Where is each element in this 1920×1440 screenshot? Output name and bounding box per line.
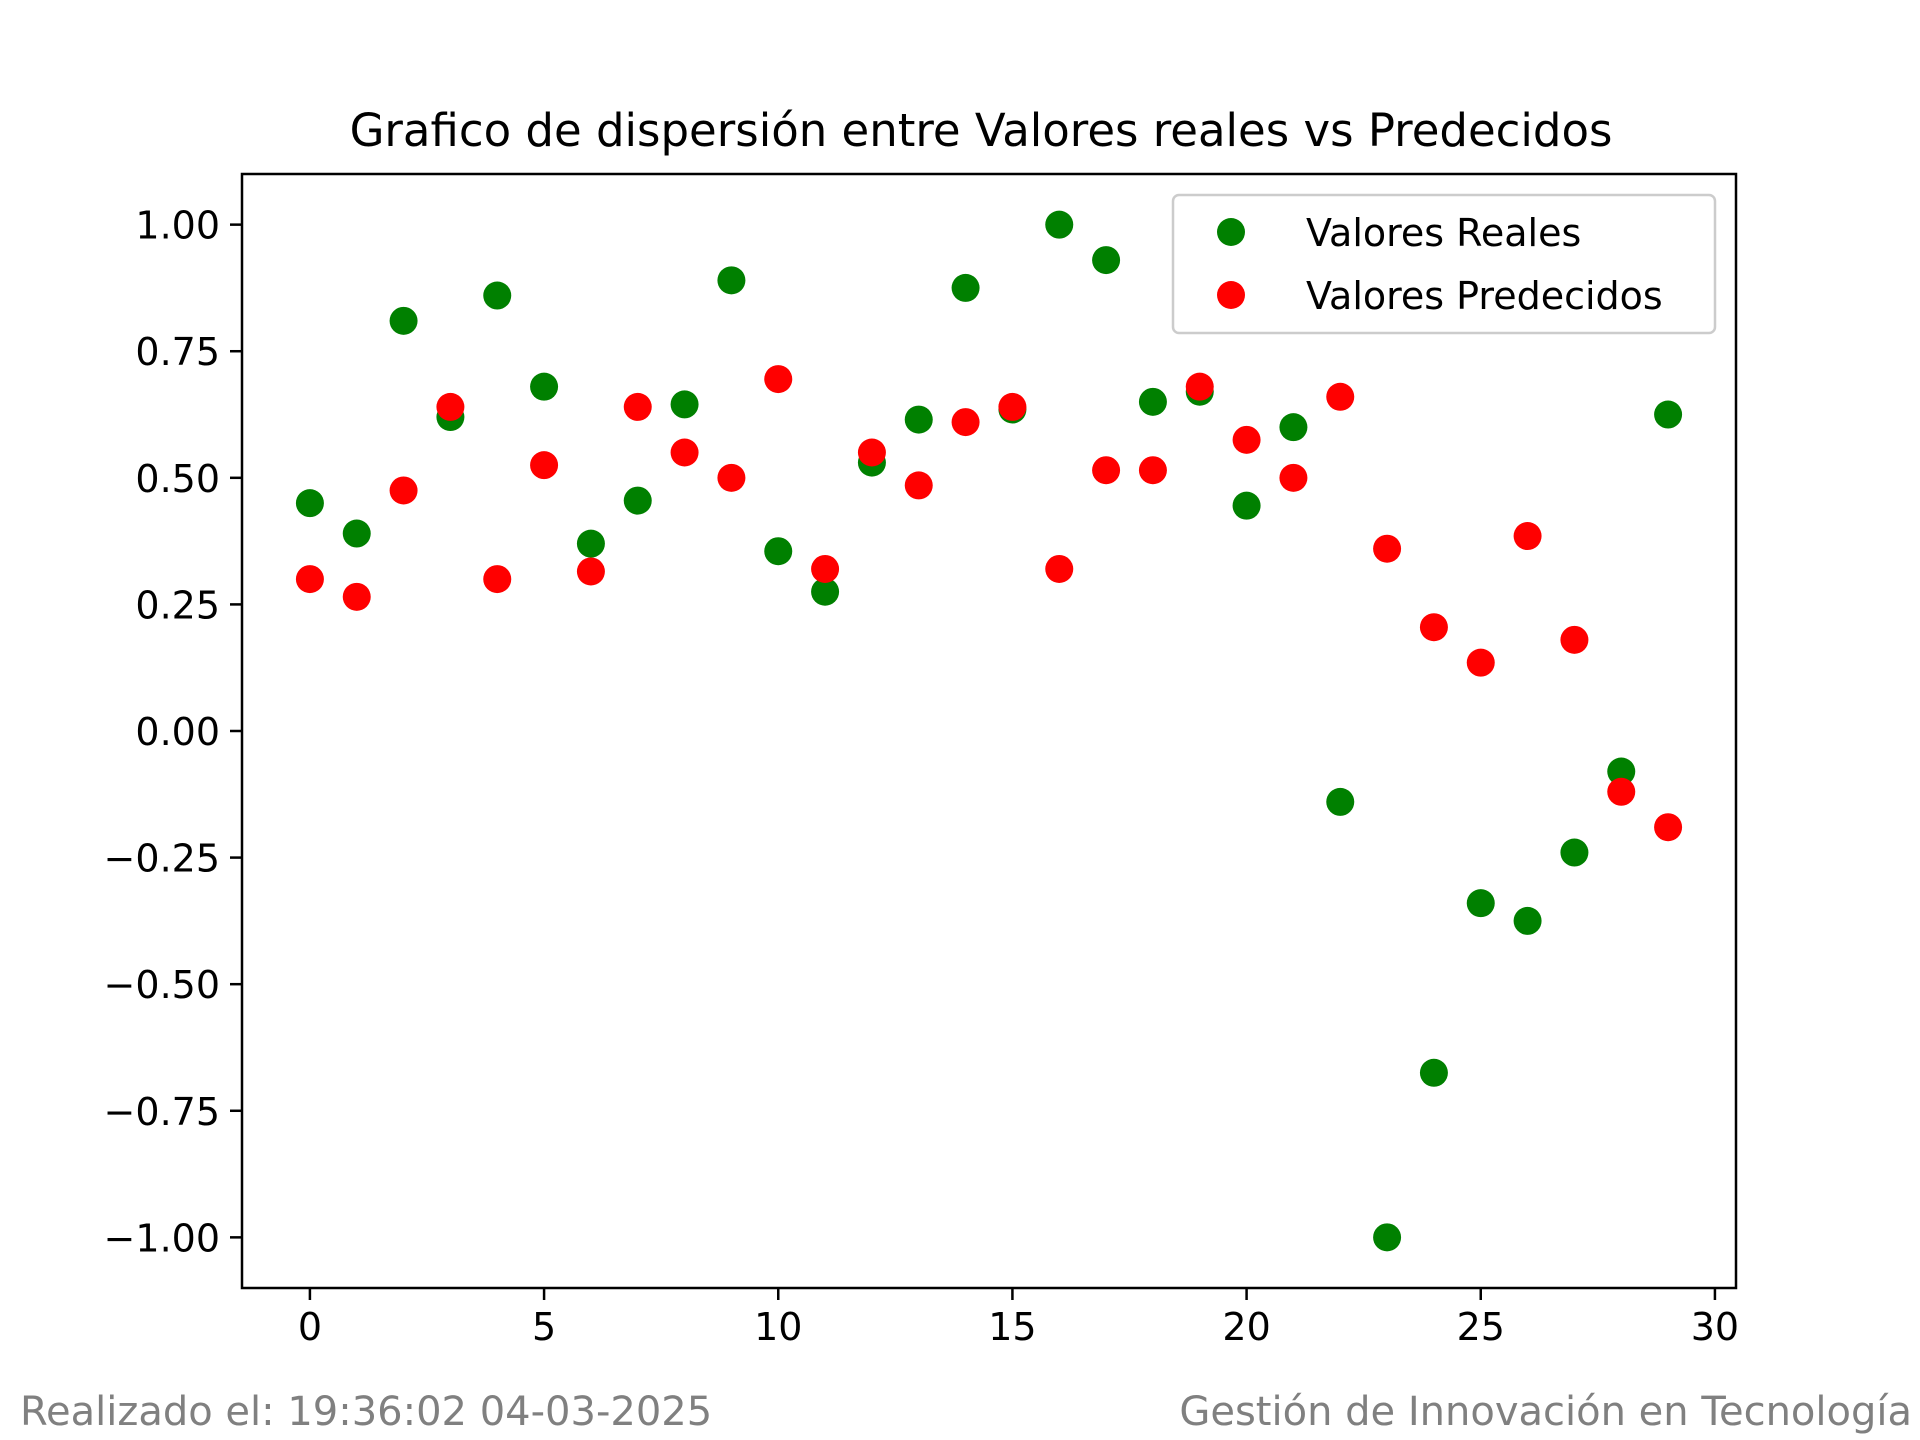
data-point <box>811 554 840 583</box>
data-point <box>1326 787 1355 816</box>
data-point <box>483 565 512 594</box>
data-point <box>1419 613 1448 642</box>
footer-organization: Gestión de Innovación en Tecnología <box>1179 1389 1912 1435</box>
x-axis: 0 5 10 15 20 25 30 <box>298 1288 1739 1349</box>
y-axis: 1.00 0.75 0.50 0.25 0.00 −0.25 −0.50 −0.75 −1.00 <box>104 204 242 1260</box>
data-point <box>342 519 371 548</box>
data-point <box>1513 522 1542 551</box>
data-point <box>904 471 933 500</box>
data-point <box>1232 425 1261 454</box>
y-tick-label: −1.00 <box>104 1216 220 1260</box>
data-point <box>623 486 652 515</box>
data-point <box>623 392 652 421</box>
y-tick-label: −0.50 <box>104 963 220 1007</box>
y-tick-label: 0.00 <box>135 710 220 754</box>
y-tick-label: 0.50 <box>135 457 220 501</box>
data-point <box>530 372 559 401</box>
plot-frame <box>240 172 1738 1290</box>
data-point <box>998 392 1027 421</box>
data-point <box>436 392 465 421</box>
legend-marker <box>1217 218 1245 246</box>
series-predecidos <box>295 365 1683 842</box>
data-point <box>717 463 746 492</box>
x-tick-label: 25 <box>1457 1305 1505 1349</box>
series-reales <box>295 210 1683 1252</box>
data-point <box>764 537 793 566</box>
data-point <box>1466 889 1495 918</box>
data-point <box>1185 372 1214 401</box>
data-point <box>1279 413 1308 442</box>
data-point <box>342 582 371 611</box>
data-point <box>1045 210 1074 239</box>
data-point <box>1326 382 1355 411</box>
data-point <box>1607 777 1636 806</box>
x-tick-label: 10 <box>754 1305 802 1349</box>
data-point <box>670 390 699 419</box>
data-point <box>576 529 605 558</box>
legend-label: Valores Predecidos <box>1306 274 1663 318</box>
data-point <box>1092 246 1121 275</box>
data-point <box>1560 838 1589 867</box>
x-tick-label: 5 <box>532 1305 556 1349</box>
data-point <box>1232 491 1261 520</box>
data-point <box>1654 813 1683 842</box>
data-point <box>670 438 699 467</box>
legend-box <box>1171 193 1717 335</box>
data-point <box>1138 387 1167 416</box>
legend-label: Valores Reales <box>1306 211 1581 255</box>
x-tick-label: 30 <box>1691 1305 1739 1349</box>
data-point <box>1513 906 1542 935</box>
legend: Valores Reales Valores Predecidos <box>1171 193 1717 335</box>
data-point <box>857 438 886 467</box>
plot-area <box>295 210 1683 1252</box>
legend-marker <box>1217 281 1245 309</box>
data-point <box>530 451 559 480</box>
data-point <box>811 577 840 606</box>
x-tick-label: 15 <box>988 1305 1036 1349</box>
data-point <box>1373 1223 1402 1252</box>
data-point <box>951 273 980 302</box>
data-point <box>1560 625 1589 654</box>
data-point <box>1419 1058 1448 1087</box>
data-point <box>1607 757 1636 786</box>
y-tick-label: −0.75 <box>104 1090 220 1134</box>
y-tick-label: −0.25 <box>104 837 220 881</box>
data-point <box>1045 554 1074 583</box>
y-tick-label: 0.25 <box>135 583 220 627</box>
data-point <box>717 266 746 295</box>
footer-timestamp: Realizado el: 19:36:02 04-03-2025 <box>20 1389 713 1435</box>
data-point <box>1373 534 1402 563</box>
x-tick-label: 20 <box>1222 1305 1270 1349</box>
y-tick-label: 1.00 <box>135 204 220 248</box>
x-tick-label: 0 <box>298 1305 322 1349</box>
data-point <box>1279 463 1308 492</box>
data-point <box>951 408 980 437</box>
data-point <box>389 476 418 505</box>
data-point <box>389 306 418 335</box>
data-point <box>576 557 605 586</box>
data-point <box>1466 648 1495 677</box>
data-point <box>483 281 512 310</box>
data-point <box>1654 400 1683 429</box>
data-point <box>1138 456 1167 485</box>
data-point <box>295 565 324 594</box>
y-tick-label: 0.75 <box>135 330 220 374</box>
data-point <box>1092 456 1121 485</box>
data-point <box>904 405 933 434</box>
data-point <box>764 365 793 394</box>
data-point <box>295 489 324 518</box>
chart-title: Grafico de dispersión entre Valores real… <box>350 104 1613 157</box>
